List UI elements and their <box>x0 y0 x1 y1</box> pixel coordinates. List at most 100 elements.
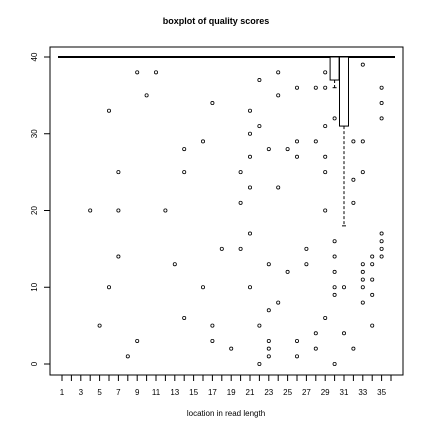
outlier-point <box>332 116 337 121</box>
outlier-point <box>247 285 252 290</box>
outlier-point <box>379 116 384 121</box>
x-tick-label: 3 <box>79 388 84 397</box>
outlier-point <box>323 85 328 90</box>
x-tick-label: 19 <box>227 388 236 397</box>
outlier-point <box>360 62 365 67</box>
outlier-point <box>370 323 375 328</box>
outlier-point <box>370 292 375 297</box>
outlier-point <box>351 346 356 351</box>
y-tick-label: 10 <box>30 282 39 291</box>
outlier-point <box>182 315 187 320</box>
outlier-point <box>360 285 365 290</box>
chart-title: boxplot of quality scores <box>163 16 270 26</box>
outlier-point <box>304 262 309 267</box>
outlier-point <box>229 346 234 351</box>
x-tick-label: 33 <box>358 388 367 397</box>
outlier-point <box>332 269 337 274</box>
y-tick-label: 20 <box>30 206 39 215</box>
x-tick-label: 9 <box>135 388 140 397</box>
x-tick-label: 7 <box>116 388 121 397</box>
outlier-point <box>116 170 121 175</box>
outlier-point <box>276 93 281 98</box>
outlier-point <box>238 200 243 205</box>
outlier-point <box>285 269 290 274</box>
plot-frame <box>49 46 404 376</box>
outlier-point <box>266 147 271 152</box>
outlier-point <box>379 239 384 244</box>
outlier-point <box>370 254 375 259</box>
outlier-point <box>313 85 318 90</box>
outlier-point <box>172 262 177 267</box>
outlier-point <box>238 246 243 251</box>
outlier-point <box>266 346 271 351</box>
x-tick-label: 29 <box>321 388 330 397</box>
outlier-point <box>351 139 356 144</box>
outlier-point <box>313 331 318 336</box>
outlier-point <box>182 170 187 175</box>
outlier-point <box>323 315 328 320</box>
x-tick-label: 27 <box>302 388 311 397</box>
outlier-point <box>332 361 337 366</box>
outlier-point <box>332 292 337 297</box>
x-tick-label: 13 <box>170 388 179 397</box>
outlier-point <box>341 285 346 290</box>
outlier-point <box>370 277 375 282</box>
outlier-point <box>323 70 328 75</box>
x-tick-label: 31 <box>340 388 349 397</box>
outlier-point <box>257 323 262 328</box>
outlier-point <box>379 101 384 106</box>
outlier-point <box>144 93 149 98</box>
outlier-point <box>266 308 271 313</box>
outlier-point <box>276 70 281 75</box>
outlier-point <box>370 262 375 267</box>
outlier-point <box>379 246 384 251</box>
outlier-point <box>200 139 205 144</box>
outlier-point <box>210 338 215 343</box>
outlier-point <box>257 361 262 366</box>
outlier-point <box>304 246 309 251</box>
x-tick-label: 25 <box>283 388 292 397</box>
x-tick-label: 5 <box>97 388 102 397</box>
x-tick-label: 17 <box>208 388 217 397</box>
outlier-point <box>247 131 252 136</box>
y-tick-label: 40 <box>30 52 39 61</box>
outlier-point <box>210 323 215 328</box>
outlier-point <box>294 139 299 144</box>
outlier-point <box>323 170 328 175</box>
outlier-point <box>135 338 140 343</box>
outlier-point <box>360 269 365 274</box>
outlier-point <box>107 108 112 113</box>
plot-area <box>58 56 395 366</box>
outlier-point <box>360 139 365 144</box>
outlier-point <box>257 124 262 129</box>
outlier-point <box>294 154 299 159</box>
outlier-point <box>97 323 102 328</box>
outlier-point <box>266 354 271 359</box>
outlier-point <box>163 208 168 213</box>
x-tick-label: 23 <box>264 388 273 397</box>
outlier-point <box>210 101 215 106</box>
outlier-point <box>379 231 384 236</box>
outlier-point <box>125 354 130 359</box>
outlier-point <box>360 262 365 267</box>
x-tick-label: 21 <box>246 388 255 397</box>
outlier-point <box>341 331 346 336</box>
x-tick-label: 1 <box>60 388 65 397</box>
outlier-point <box>88 208 93 213</box>
y-tick-label: 0 <box>30 361 39 366</box>
outlier-point <box>107 285 112 290</box>
outlier-point <box>313 139 318 144</box>
outlier-point <box>276 185 281 190</box>
outlier-point <box>332 285 337 290</box>
outlier-point <box>247 154 252 159</box>
outlier-point <box>294 354 299 359</box>
outlier-point <box>266 338 271 343</box>
x-tick-label: 11 <box>152 388 161 397</box>
outlier-point <box>332 254 337 259</box>
x-axis-title: location in read length <box>187 409 265 418</box>
x-axis: 1 3 5 7 9 11 13 15 17 19 21 23 25 27 29 31 33 35 <box>60 375 392 397</box>
outlier-point <box>219 246 224 251</box>
outlier-point <box>135 70 140 75</box>
outlier-point <box>351 177 356 182</box>
